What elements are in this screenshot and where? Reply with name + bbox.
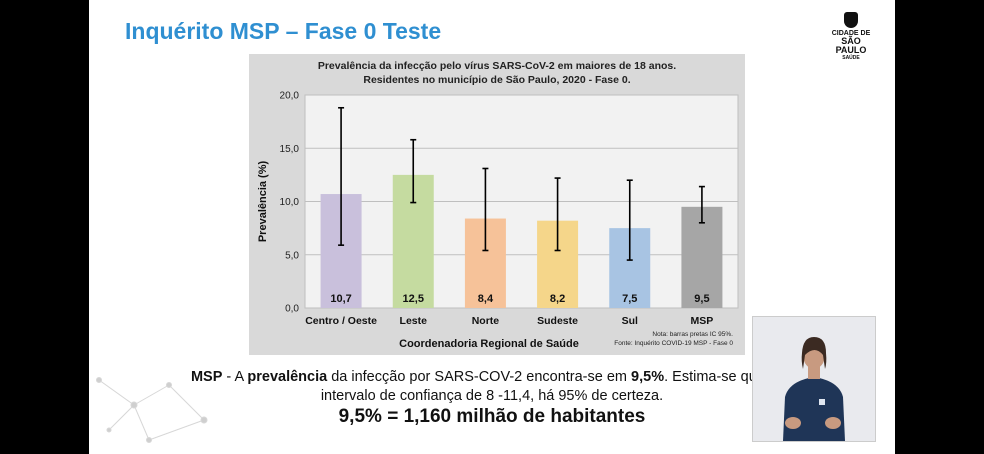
bar xyxy=(681,206,723,308)
x-tick-label: Leste xyxy=(400,315,428,327)
city-logo: CIDADE DE SÃO PAULO SAÚDE xyxy=(827,12,875,61)
network-decoration xyxy=(96,377,208,443)
summary-value: 9,5% xyxy=(631,369,665,385)
chart-plot: 0,0 5,0 10,0 15,0 20,0 10,7 Centro / Oeste 12,5… xyxy=(257,91,739,350)
chart-title: Prevalência da infecção pelo vírus SARS-… xyxy=(317,60,677,72)
logo-line-1: CIDADE DE xyxy=(831,30,871,37)
y-tick-label: 5,0 xyxy=(285,250,299,261)
summary-prevalence-word: prevalência xyxy=(247,369,328,385)
x-tick-label: Sul xyxy=(622,315,638,327)
slide-title: Inquérito MSP – Fase 0 Teste xyxy=(125,18,442,44)
y-tick-label: 20,0 xyxy=(280,91,300,102)
sign-language-interpreter-video xyxy=(752,316,876,442)
x-tick-label: Sudeste xyxy=(537,315,578,327)
summary-msp: MSP xyxy=(190,369,223,385)
chart-source: Fonte: Inquérito COVID-19 MSP - Fase 0 xyxy=(614,340,733,347)
bar-value-label: 7,5 xyxy=(622,293,637,305)
summary-text-1: da infecção por SARS-COV-2 encontra-se e… xyxy=(327,369,632,385)
y-tick-label: 10,0 xyxy=(280,197,300,208)
chart-note: Nota: barras pretas IC 95%. xyxy=(652,331,733,338)
y-tick-label: 0,0 xyxy=(285,304,299,315)
logo-line-3: SAÚDE xyxy=(842,55,860,61)
summary-dash: - A xyxy=(222,369,248,385)
bar-value-label: 9,5 xyxy=(694,293,709,305)
x-tick-label: Centro / Oeste xyxy=(305,315,377,327)
interpreter-figure xyxy=(753,317,875,441)
coat-of-arms-icon xyxy=(844,12,858,28)
bar-value-label: 8,2 xyxy=(550,293,565,305)
bar-value-label: 12,5 xyxy=(403,293,424,305)
x-axis-label: Coordenadoria Regional de Saúde xyxy=(399,338,579,350)
x-tick-label: MSP xyxy=(691,315,714,327)
x-tick-label: Norte xyxy=(472,315,500,327)
logo-line-2: SÃO PAULO xyxy=(835,36,867,55)
headline-result: 9,5% = 1,160 milhão de habitantes xyxy=(338,406,646,427)
bar-value-label: 10,7 xyxy=(330,293,351,305)
y-axis-label: Prevalência (%) xyxy=(257,161,269,243)
bar-value-label: 8,4 xyxy=(478,293,494,305)
summary-line-2: intervalo de confiança de 8 -11,4, há 95… xyxy=(320,387,664,404)
y-tick-label: 15,0 xyxy=(280,144,300,155)
prevalence-chart: Prevalência da infecção pelo vírus SARS-… xyxy=(249,54,745,355)
chart-subtitle: Residentes no município de São Paulo, 20… xyxy=(363,74,631,86)
